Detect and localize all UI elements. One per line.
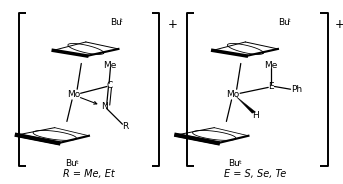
Text: Bu: Bu (110, 18, 122, 27)
Text: Bu: Bu (278, 18, 290, 27)
Text: R = Me, Et: R = Me, Et (63, 169, 115, 179)
Text: Bu: Bu (228, 159, 240, 168)
Text: +: + (334, 18, 343, 31)
Text: C: C (107, 81, 113, 90)
Text: E: E (268, 82, 274, 91)
Text: Ph: Ph (292, 85, 303, 94)
Polygon shape (237, 97, 256, 113)
Text: Mo: Mo (227, 90, 240, 99)
Text: t: t (288, 18, 291, 23)
Text: Me: Me (264, 61, 277, 70)
Text: Bu: Bu (65, 159, 77, 168)
Text: Me: Me (103, 61, 116, 70)
Text: t: t (75, 160, 78, 165)
Text: t: t (238, 160, 241, 165)
Text: R: R (122, 122, 128, 130)
Text: Mo: Mo (67, 90, 80, 99)
Text: E = S, Se, Te: E = S, Se, Te (224, 169, 287, 179)
Text: H: H (252, 112, 259, 120)
Text: N: N (101, 102, 108, 111)
Text: +: + (168, 18, 178, 31)
Text: t: t (120, 18, 122, 23)
